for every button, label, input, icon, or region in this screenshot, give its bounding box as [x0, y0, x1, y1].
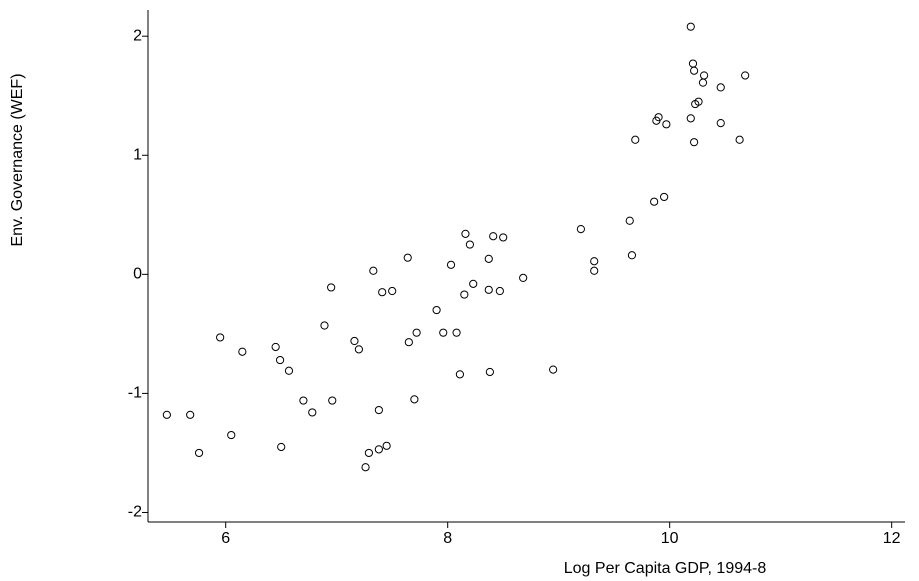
y-tick-label: -1 [128, 385, 142, 402]
point [686, 114, 695, 123]
point [299, 396, 308, 405]
point [439, 328, 448, 337]
point [484, 254, 493, 263]
point [227, 430, 236, 440]
point [465, 240, 474, 249]
point [404, 338, 413, 347]
point [403, 253, 412, 262]
point [698, 78, 708, 87]
point [275, 355, 285, 365]
point [489, 232, 498, 241]
y-tick-label: 1 [133, 146, 142, 163]
point [271, 342, 280, 352]
point [650, 197, 659, 206]
point [327, 283, 336, 292]
point [694, 97, 703, 106]
point [625, 216, 634, 225]
point [495, 286, 504, 296]
point [469, 279, 478, 288]
point [364, 448, 373, 458]
point [660, 192, 669, 202]
point [455, 370, 465, 379]
y-tick-label: -2 [128, 504, 142, 521]
point [485, 367, 494, 377]
point [590, 257, 599, 266]
point [499, 233, 508, 242]
point [382, 441, 391, 450]
point [627, 251, 637, 260]
point [374, 405, 383, 415]
x-tick-label: 8 [443, 530, 452, 547]
point [162, 410, 171, 419]
point [186, 410, 195, 419]
point [690, 138, 699, 147]
point [460, 290, 469, 299]
point [277, 442, 286, 452]
point [716, 119, 725, 128]
point [484, 285, 493, 294]
point [590, 266, 599, 275]
point [308, 408, 317, 417]
point [350, 336, 359, 346]
point [549, 365, 558, 374]
point [699, 71, 709, 80]
point [654, 113, 663, 122]
point [412, 328, 421, 337]
x-tick-label: 10 [661, 530, 679, 547]
point [216, 333, 225, 342]
point [378, 288, 387, 297]
point [686, 22, 695, 31]
point [410, 395, 419, 404]
x-tick-label: 12 [883, 530, 901, 547]
point [662, 120, 671, 129]
point [461, 229, 470, 238]
point [631, 135, 640, 144]
point [432, 305, 441, 315]
y-axis-label: Env. Governance (WEF) [9, 73, 26, 246]
point [741, 71, 750, 80]
point [369, 266, 378, 275]
point [361, 463, 370, 472]
point [576, 224, 585, 234]
point [284, 366, 294, 375]
point [716, 83, 725, 92]
point [690, 66, 699, 75]
point [446, 260, 456, 269]
point [194, 448, 204, 458]
y-tick-label: 0 [133, 266, 142, 283]
point [328, 396, 337, 405]
point [452, 328, 461, 337]
point [320, 321, 329, 330]
x-tick-label: 6 [221, 530, 230, 547]
point [388, 286, 397, 296]
x-axis-label: Log Per Capita GDP, 1994-8 [564, 560, 767, 577]
point [519, 273, 528, 283]
point [238, 347, 247, 356]
point [354, 345, 363, 354]
point [688, 59, 698, 68]
y-tick-label: 2 [133, 27, 142, 44]
point [374, 445, 383, 454]
point [735, 135, 744, 144]
